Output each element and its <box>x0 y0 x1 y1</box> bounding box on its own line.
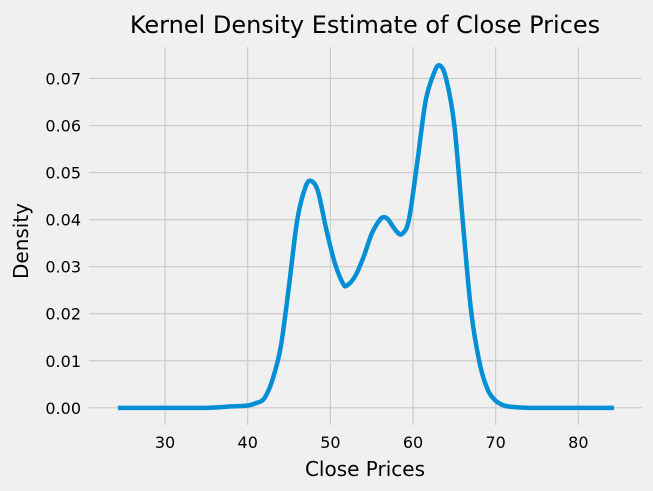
y-tick-label: 0.04 <box>45 211 81 230</box>
y-axis-label: Density <box>9 203 33 279</box>
y-tick-labels: 0.00 0.01 0.02 0.03 0.04 0.05 0.06 0.07 <box>45 70 81 418</box>
y-tick-label: 0.06 <box>45 117 81 136</box>
x-tick-label: 40 <box>238 433 258 452</box>
grid <box>89 47 642 425</box>
y-tick-label: 0.05 <box>45 164 81 183</box>
x-tick-label: 50 <box>320 433 340 452</box>
x-tick-label: 80 <box>568 433 588 452</box>
x-tick-label: 30 <box>155 433 175 452</box>
y-tick-label: 0.03 <box>45 258 81 277</box>
chart-title: Kernel Density Estimate of Close Prices <box>130 11 600 39</box>
y-tick-label: 0.00 <box>45 399 81 418</box>
x-tick-label: 60 <box>403 433 423 452</box>
y-tick-label: 0.02 <box>45 305 81 324</box>
x-tick-labels: 30 40 50 60 70 80 <box>155 433 589 452</box>
y-tick-label: 0.07 <box>45 70 81 89</box>
y-tick-label: 0.01 <box>45 352 81 371</box>
series-layer <box>117 63 614 411</box>
x-tick-label: 70 <box>486 433 506 452</box>
x-axis-label: Close Prices <box>305 457 425 481</box>
density-line <box>117 63 614 411</box>
